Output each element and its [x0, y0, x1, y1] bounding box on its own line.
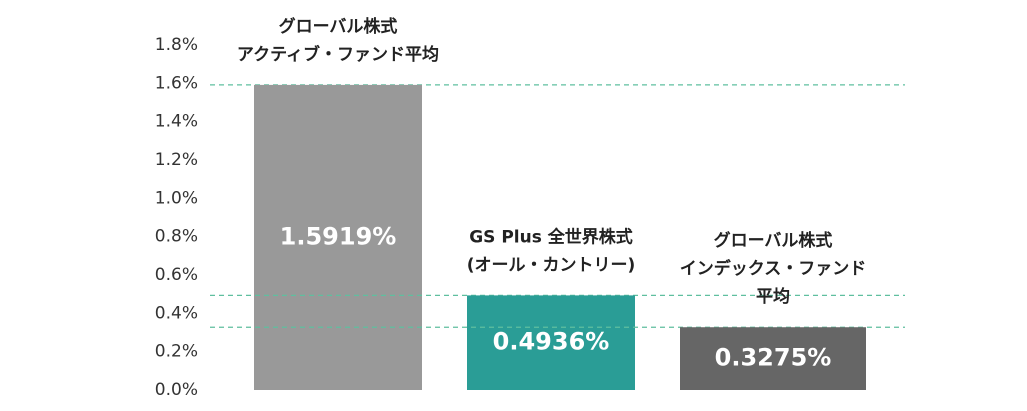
y-tick-label: 1.8% [155, 35, 198, 55]
y-tick-label: 1.2% [155, 150, 198, 170]
y-tick-label: 0.6% [155, 265, 198, 285]
bar [467, 295, 635, 390]
value-label: 0.4936% [493, 328, 610, 356]
y-tick-label: 0.0% [155, 380, 198, 400]
category-label: グローバル株式アクティブ・ファンド平均 [237, 16, 439, 65]
y-tick-label: 1.0% [155, 188, 198, 208]
y-tick-label: 0.2% [155, 342, 198, 362]
category-label: GS Plus 全世界株式(オール・カントリー) [467, 226, 636, 275]
bar [680, 327, 866, 390]
y-tick-label: 0.4% [155, 303, 198, 323]
value-label: 1.5919% [280, 222, 397, 250]
y-tick-label: 1.6% [155, 73, 198, 93]
y-tick-label: 1.4% [155, 112, 198, 132]
y-tick-label: 0.8% [155, 227, 198, 247]
category-label: グローバル株式インデックス・ファンド平均 [680, 230, 867, 307]
value-label: 0.3275% [715, 344, 832, 372]
bar [254, 84, 422, 390]
